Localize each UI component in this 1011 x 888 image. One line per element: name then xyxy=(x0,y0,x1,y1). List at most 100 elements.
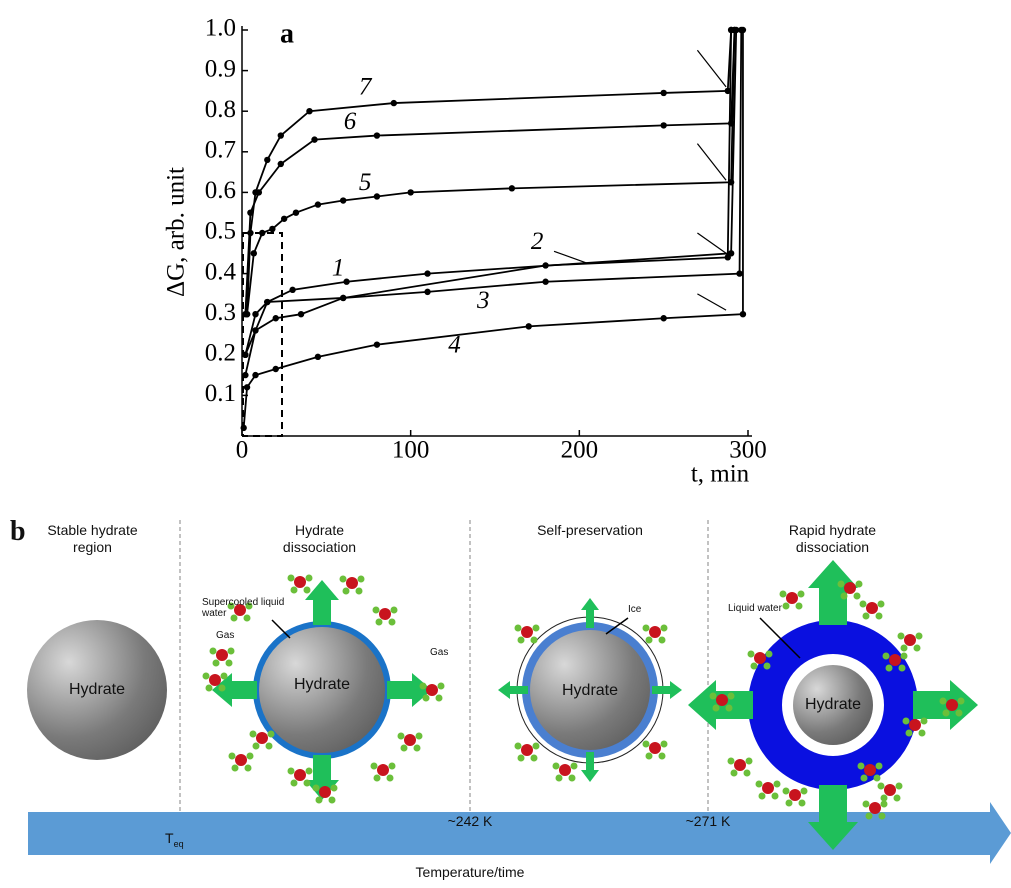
molecule-atom xyxy=(881,795,888,802)
axis-marker: ~242 K xyxy=(440,813,500,830)
core-label: Hydrate xyxy=(540,682,640,699)
molecule-atom xyxy=(331,785,338,792)
molecule-atom xyxy=(878,601,885,608)
core-label: Hydrate xyxy=(272,676,372,693)
molecule-core xyxy=(294,769,306,781)
axis-title: Temperature/time xyxy=(370,864,570,881)
molecule-atom xyxy=(943,710,950,717)
molecule-atom xyxy=(531,637,538,644)
figure: a ΔG, arb. unit t, min 0.10.20.30.40.50.… xyxy=(0,0,1011,888)
molecule-atom xyxy=(306,768,313,775)
molecule-core xyxy=(649,742,661,754)
molecule-core xyxy=(294,576,306,588)
molecule-atom xyxy=(919,730,926,737)
marker-text: T xyxy=(165,830,174,846)
molecule-core xyxy=(909,719,921,731)
molecule-atom xyxy=(438,683,445,690)
molecule-atom xyxy=(389,619,396,626)
molecule-atom xyxy=(291,587,298,594)
molecule-atom xyxy=(376,619,383,626)
note: Ice xyxy=(628,604,641,615)
molecule-core xyxy=(559,764,571,776)
stage-title: Stable hydrate region xyxy=(35,522,150,556)
core-label: Hydrate xyxy=(783,696,883,713)
molecule-atom xyxy=(213,660,220,667)
molecule-atom xyxy=(356,588,363,595)
molecule-atom xyxy=(340,576,347,583)
molecule-atom xyxy=(940,698,947,705)
molecule-atom xyxy=(229,753,236,760)
molecule-core xyxy=(521,626,533,638)
molecule-atom xyxy=(221,673,228,680)
molecule-atom xyxy=(798,591,805,598)
molecule-atom xyxy=(245,765,252,772)
molecule-atom xyxy=(531,755,538,762)
molecule-atom xyxy=(643,625,650,632)
molecule-atom xyxy=(358,576,365,583)
molecule-core xyxy=(379,608,391,620)
diagram xyxy=(0,0,1011,888)
molecule-atom xyxy=(646,637,653,644)
molecule-atom xyxy=(304,587,311,594)
molecule-core xyxy=(889,654,901,666)
stage-title: Self-preservation xyxy=(520,522,660,539)
molecule-atom xyxy=(219,685,226,692)
molecule-atom xyxy=(744,770,751,777)
molecule-atom xyxy=(854,593,861,600)
molecule-atom xyxy=(371,763,378,770)
molecule-atom xyxy=(553,763,560,770)
molecule-atom xyxy=(556,775,563,782)
axis-marker: Teq xyxy=(165,830,184,853)
molecule-atom xyxy=(896,783,903,790)
molecule-core xyxy=(869,802,881,814)
molecule-atom xyxy=(226,660,233,667)
molecule-atom xyxy=(901,645,908,652)
flow-arrow xyxy=(387,673,432,707)
molecule-atom xyxy=(894,795,901,802)
molecule-atom xyxy=(772,793,779,800)
molecule-core xyxy=(426,684,438,696)
molecule-core xyxy=(521,744,533,756)
molecule-atom xyxy=(956,710,963,717)
molecule-atom xyxy=(661,741,668,748)
molecule-atom xyxy=(569,775,576,782)
molecule-atom xyxy=(838,581,845,588)
molecule-core xyxy=(319,786,331,798)
molecule-atom xyxy=(291,780,298,787)
molecule-atom xyxy=(876,613,883,620)
molecule-atom xyxy=(398,733,405,740)
core-label: Hydrate xyxy=(47,681,147,698)
molecule-atom xyxy=(748,651,755,658)
stage-title: Hydrate dissociation xyxy=(262,522,377,556)
molecule-atom xyxy=(801,788,808,795)
molecule-atom xyxy=(786,800,793,807)
molecule-atom xyxy=(643,741,650,748)
molecule-atom xyxy=(878,783,885,790)
molecule-atom xyxy=(903,718,910,725)
molecule-atom xyxy=(389,763,396,770)
molecule-atom xyxy=(713,705,720,712)
molecule-atom xyxy=(316,797,323,804)
molecule-atom xyxy=(799,800,806,807)
molecule-atom xyxy=(921,718,928,725)
molecule-core xyxy=(762,782,774,794)
molecule-atom xyxy=(731,770,738,777)
molecule-core xyxy=(235,754,247,766)
molecule-atom xyxy=(863,801,870,808)
molecule-atom xyxy=(728,693,735,700)
molecule-atom xyxy=(906,730,913,737)
molecule-core xyxy=(864,764,876,776)
molecule-atom xyxy=(898,633,905,640)
molecule-atom xyxy=(250,731,257,738)
molecule-atom xyxy=(860,601,867,608)
molecule-core xyxy=(716,694,728,706)
molecule-atom xyxy=(313,785,320,792)
molecule-atom xyxy=(841,593,848,600)
molecule-atom xyxy=(879,813,886,820)
molecule-atom xyxy=(764,663,771,670)
molecule-atom xyxy=(288,768,295,775)
note: Liquid water xyxy=(728,603,782,614)
molecule-atom xyxy=(863,613,870,620)
molecule-atom xyxy=(518,637,525,644)
note: Gas xyxy=(216,630,234,641)
